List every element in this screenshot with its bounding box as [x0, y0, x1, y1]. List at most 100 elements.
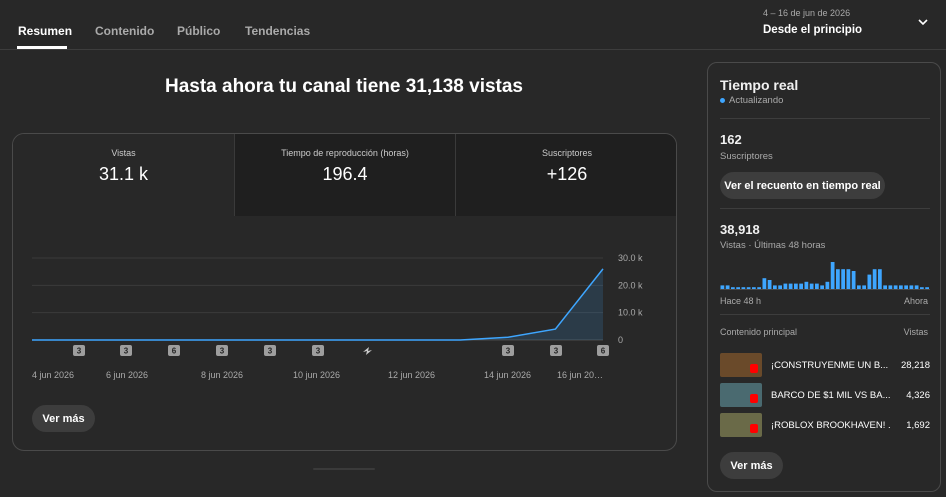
tab-publico[interactable]: Público — [177, 24, 221, 38]
series-area — [32, 268, 603, 340]
upload-marker — [73, 345, 85, 356]
top-content-label: Contenido principal — [720, 327, 798, 337]
realtime-bar — [746, 287, 751, 289]
x-tick-label: 4 jun 2026 — [32, 370, 74, 380]
shorts-icon — [750, 364, 758, 373]
metric-tab-views[interactable]: Vistas 31.1 k — [13, 134, 234, 216]
video-title: BARCO DE $1 MIL VS BA... — [771, 390, 891, 401]
realtime-bar — [846, 269, 851, 289]
tab-resumen[interactable]: Resumen — [18, 24, 73, 38]
upload-marker-count: 3 — [268, 347, 273, 356]
realtime-status-text: Actualizando — [729, 95, 784, 106]
upload-marker-count: 6 — [172, 347, 177, 356]
divider — [720, 314, 930, 315]
tab-tendencias[interactable]: Tendencias — [245, 24, 311, 38]
shorts-icon — [750, 424, 758, 433]
top-video-row[interactable]: ¡CONSTRUYENME UN B... 28,218 — [720, 353, 930, 377]
upload-marker-count: 3 — [554, 347, 559, 356]
realtime-status: Actualizando — [720, 95, 783, 106]
realtime-bar — [736, 287, 740, 289]
upload-marker — [502, 345, 514, 356]
ver-mas-button[interactable]: Ver más — [32, 405, 95, 432]
shorts-icon — [750, 394, 758, 403]
realtime-bar — [867, 274, 872, 289]
realtime-bar — [857, 285, 861, 289]
realtime-bar — [830, 262, 835, 289]
realtime-bar — [799, 283, 803, 289]
realtime-bar — [778, 285, 782, 289]
y-tick-label: 10.0 k — [618, 308, 643, 318]
y-tick-label: 20.0 k — [618, 280, 643, 290]
x-tick-label: 6 jun 2026 — [106, 370, 148, 380]
upload-marker — [312, 345, 324, 356]
realtime-bar — [804, 281, 809, 289]
page-headline: Hasta ahora tu canal tiene 31,138 vistas — [164, 76, 523, 97]
date-range-selector[interactable]: 4 – 16 de jun de 2026 Desde el principio — [763, 8, 862, 36]
top-video-row[interactable]: BARCO DE $1 MIL VS BA... 4,326 — [720, 383, 930, 407]
series-line — [32, 268, 604, 341]
live-count-button[interactable]: Ver el recuento en tiempo real — [720, 172, 885, 199]
realtime-bar — [920, 287, 924, 289]
realtime-bar — [809, 283, 814, 289]
x-tick-label: 14 jun 2026 — [484, 370, 531, 380]
date-range-label: Desde el principio — [763, 24, 863, 36]
realtime-bar — [883, 285, 887, 289]
upload-marker — [168, 345, 180, 356]
upload-marker — [550, 345, 562, 356]
y-tick-label: 0 — [618, 335, 623, 345]
metric-label: Suscriptores — [541, 148, 593, 158]
realtime-panel: Tiempo real Actualizando 162 Suscriptore… — [707, 62, 941, 492]
upload-marker-count: 6 — [601, 347, 606, 356]
views-chart[interactable]: 0 10.0 k 20.0 k 30.0 k 3 3 6 3 3 3 3 3 6 4 jun 2026 6 … — [13, 216, 677, 386]
upload-marker-count: 3 — [77, 347, 82, 356]
y-tick-label: 30.0 k — [618, 253, 643, 263]
realtime-axis-start: Hace 48 h — [720, 296, 762, 306]
upload-marker-count: 3 — [220, 347, 225, 356]
x-tick-label: 8 jun 2026 — [201, 370, 243, 380]
realtime-bar — [820, 285, 824, 289]
divider — [720, 118, 930, 119]
upload-marker-count: 3 — [124, 347, 129, 356]
metric-tab-watch-time[interactable]: Tiempo de reproducción (horas) 196.4 — [234, 134, 455, 216]
video-views: 1,692 — [906, 420, 930, 431]
realtime-bar — [862, 285, 866, 289]
realtime-views-bar-chart[interactable] — [720, 258, 930, 290]
video-thumbnail — [720, 383, 762, 407]
upload-marker-icon — [363, 347, 372, 355]
x-tick-label: 10 jun 2026 — [293, 370, 340, 380]
chevron-down-icon[interactable] — [916, 15, 930, 29]
tab-contenido[interactable]: Contenido — [95, 24, 155, 38]
realtime-bar — [904, 285, 908, 289]
metric-value: +126 — [546, 164, 588, 184]
top-video-row[interactable]: ¡ROBLOX BROOKHAVEN! ... 1,692 — [720, 413, 930, 437]
realtime-bar — [841, 269, 845, 289]
realtime-bar — [794, 283, 798, 289]
realtime-bar — [925, 287, 929, 289]
realtime-subs-value: 162 — [720, 132, 742, 147]
realtime-bar — [767, 280, 772, 289]
realtime-bar — [762, 278, 767, 289]
realtime-bar — [725, 285, 730, 289]
realtime-bar — [773, 285, 777, 289]
upload-marker-count: 3 — [506, 347, 511, 356]
realtime-bar — [815, 283, 819, 289]
top-content-views-label: Vistas — [903, 327, 928, 337]
video-thumbnail — [720, 353, 762, 377]
metric-value: 196.4 — [322, 164, 368, 184]
realtime-bar — [878, 269, 882, 289]
video-thumbnail — [720, 413, 762, 437]
realtime-views-value: 38,918 — [720, 222, 760, 237]
realtime-title: Tiempo real — [720, 77, 799, 93]
x-tick-label: 16 jun 20… — [557, 370, 603, 380]
top-tabs-bar: Resumen Contenido Público Tendencias 4 –… — [0, 0, 946, 50]
video-views: 4,326 — [906, 390, 930, 401]
video-title: ¡CONSTRUYENME UN B... — [771, 360, 889, 371]
realtime-bar — [872, 269, 877, 289]
realtime-views-label: Vistas · Últimas 48 horas — [720, 240, 826, 251]
realtime-ver-mas-button[interactable]: Ver más — [720, 452, 783, 479]
metric-tab-subscribers[interactable]: Suscriptores +126 — [455, 134, 676, 216]
upload-marker-count: 3 — [316, 347, 321, 356]
realtime-subs-label: Suscriptores — [720, 151, 773, 162]
divider — [720, 208, 930, 209]
overview-card: Vistas 31.1 k Tiempo de reproducción (ho… — [12, 133, 677, 451]
